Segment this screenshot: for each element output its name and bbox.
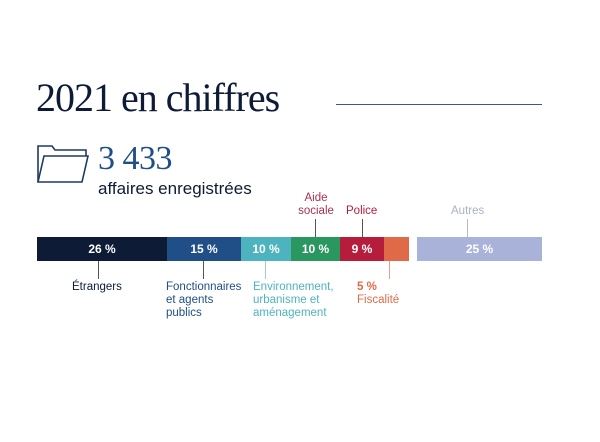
bar-autres: 25 % <box>417 237 542 261</box>
folder-icon <box>36 145 90 183</box>
leader-line <box>315 219 316 237</box>
bar-environnement: 10 % <box>241 237 291 261</box>
bar-etrangers: 26 % <box>37 237 167 261</box>
bar-value: 15 % <box>190 242 218 256</box>
bar-police: 9 % <box>340 237 384 261</box>
leader-line <box>265 261 266 279</box>
bar-value: 9 % <box>351 242 373 256</box>
leader-line <box>203 261 204 279</box>
label-fiscalite-pct: 5 % <box>357 281 377 293</box>
leader-line <box>362 219 363 237</box>
bar-value: 26 % <box>88 242 116 256</box>
label-police: Police <box>346 205 378 217</box>
label-aide-sociale: Aide sociale <box>298 192 334 217</box>
label-fonctionnaires: Fonctionnaires et agents publics <box>166 281 242 319</box>
bar-value: 10 % <box>301 242 330 256</box>
bar-value: 10 % <box>252 242 280 256</box>
leader-line <box>389 261 390 279</box>
label-etrangers: Étrangers <box>72 281 122 293</box>
leader-line <box>467 219 468 237</box>
label-fiscalite: Fiscalité <box>357 294 400 306</box>
bar-fiscalite <box>384 237 409 261</box>
cases-label: affaires enregistrées <box>98 179 252 198</box>
leader-line <box>98 261 99 279</box>
title-divider <box>336 104 542 105</box>
label-autres: Autres <box>451 205 485 217</box>
page-title: 2021 en chiffres <box>36 75 280 120</box>
bar-aide-sociale: 10 % <box>291 237 340 261</box>
cases-count: 3 433 <box>98 140 173 177</box>
label-environnement: Environnement, urbanisme et aménagement <box>253 281 334 319</box>
bar-value: 25 % <box>465 242 494 256</box>
bar-fonctionnaires: 15 % <box>167 237 241 261</box>
